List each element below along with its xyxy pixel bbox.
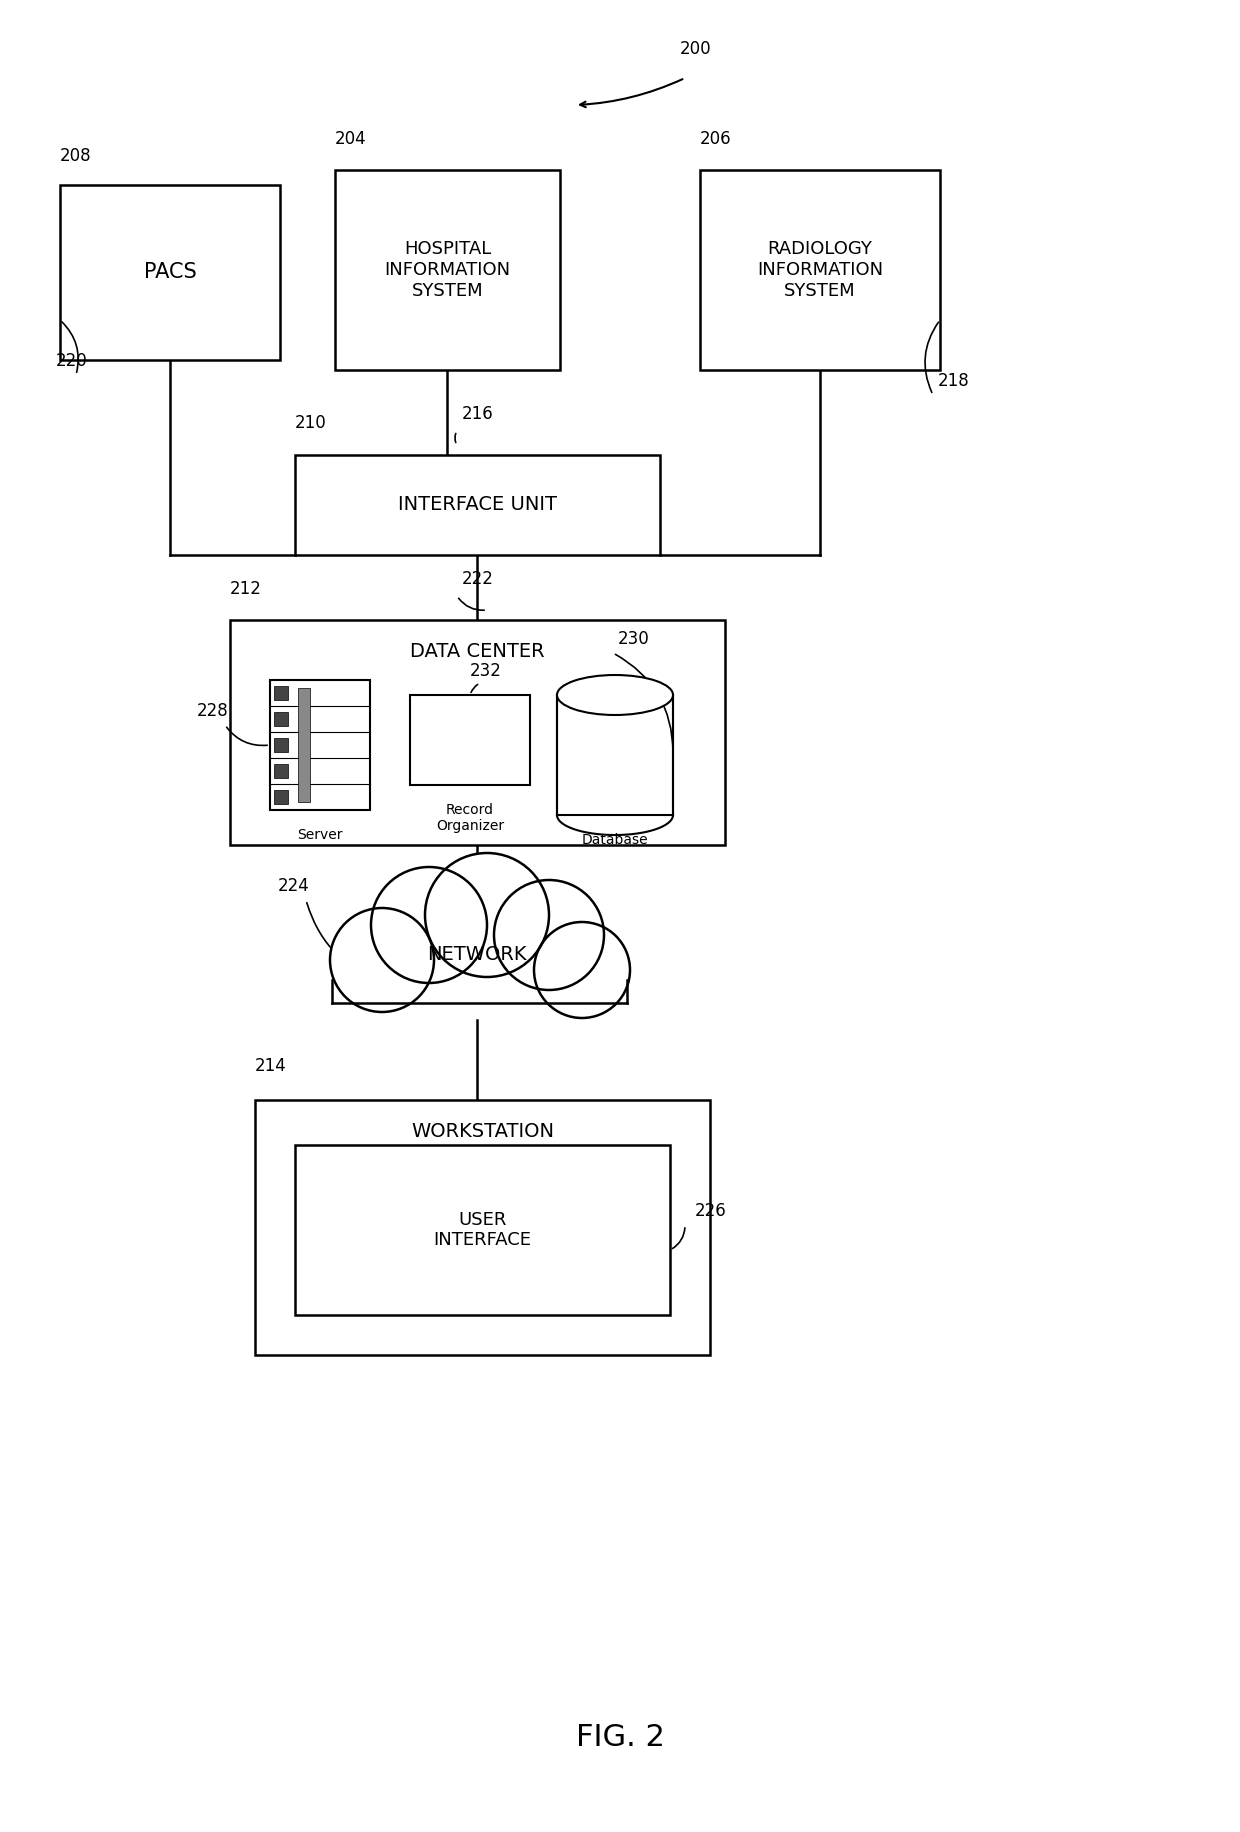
Bar bbox=[274, 764, 288, 779]
Bar bbox=[60, 185, 280, 361]
Text: RADIOLOGY
INFORMATION
SYSTEM: RADIOLOGY INFORMATION SYSTEM bbox=[756, 240, 883, 300]
Text: FIG. 2: FIG. 2 bbox=[575, 1724, 665, 1751]
Circle shape bbox=[425, 854, 549, 976]
Text: 220: 220 bbox=[56, 352, 88, 370]
Text: 224: 224 bbox=[278, 878, 310, 896]
Text: Server: Server bbox=[298, 828, 342, 843]
Bar bbox=[332, 980, 627, 1006]
Bar bbox=[229, 619, 725, 845]
Bar bbox=[255, 1099, 711, 1356]
Text: 216: 216 bbox=[463, 405, 494, 423]
Circle shape bbox=[330, 909, 434, 1011]
Text: 222: 222 bbox=[463, 570, 494, 588]
Circle shape bbox=[371, 867, 487, 984]
Text: 228: 228 bbox=[197, 702, 228, 720]
Text: USER
INTERFACE: USER INTERFACE bbox=[434, 1211, 532, 1249]
Text: 218: 218 bbox=[937, 372, 970, 390]
Bar bbox=[410, 694, 529, 784]
Circle shape bbox=[534, 921, 630, 1019]
Text: DATA CENTER: DATA CENTER bbox=[410, 641, 544, 661]
Text: 226: 226 bbox=[694, 1202, 727, 1220]
Bar bbox=[298, 689, 310, 802]
Bar bbox=[274, 713, 288, 725]
Bar bbox=[335, 170, 560, 370]
Text: 204: 204 bbox=[335, 130, 367, 148]
Bar bbox=[295, 1145, 670, 1315]
Text: 230: 230 bbox=[618, 630, 650, 649]
Text: INTERFACE UNIT: INTERFACE UNIT bbox=[398, 495, 557, 515]
Text: 200: 200 bbox=[680, 40, 712, 59]
Ellipse shape bbox=[557, 674, 673, 714]
Text: NETWORK: NETWORK bbox=[428, 945, 527, 964]
Text: 214: 214 bbox=[255, 1057, 286, 1075]
Bar bbox=[270, 680, 370, 810]
Bar bbox=[274, 790, 288, 804]
Bar bbox=[295, 454, 660, 555]
Text: Record
Organizer: Record Organizer bbox=[436, 802, 505, 834]
Bar bbox=[557, 694, 673, 815]
Text: 212: 212 bbox=[229, 581, 262, 597]
Text: 206: 206 bbox=[701, 130, 732, 148]
Text: Database: Database bbox=[582, 834, 649, 846]
Text: HOSPITAL
INFORMATION
SYSTEM: HOSPITAL INFORMATION SYSTEM bbox=[384, 240, 511, 300]
Bar bbox=[701, 170, 940, 370]
Text: 210: 210 bbox=[295, 414, 327, 432]
Bar bbox=[274, 738, 288, 751]
Text: 232: 232 bbox=[470, 661, 502, 680]
Bar bbox=[274, 685, 288, 700]
Text: 208: 208 bbox=[60, 147, 92, 165]
Circle shape bbox=[494, 879, 604, 989]
Text: PACS: PACS bbox=[144, 262, 196, 282]
Text: WORKSTATION: WORKSTATION bbox=[410, 1121, 554, 1141]
